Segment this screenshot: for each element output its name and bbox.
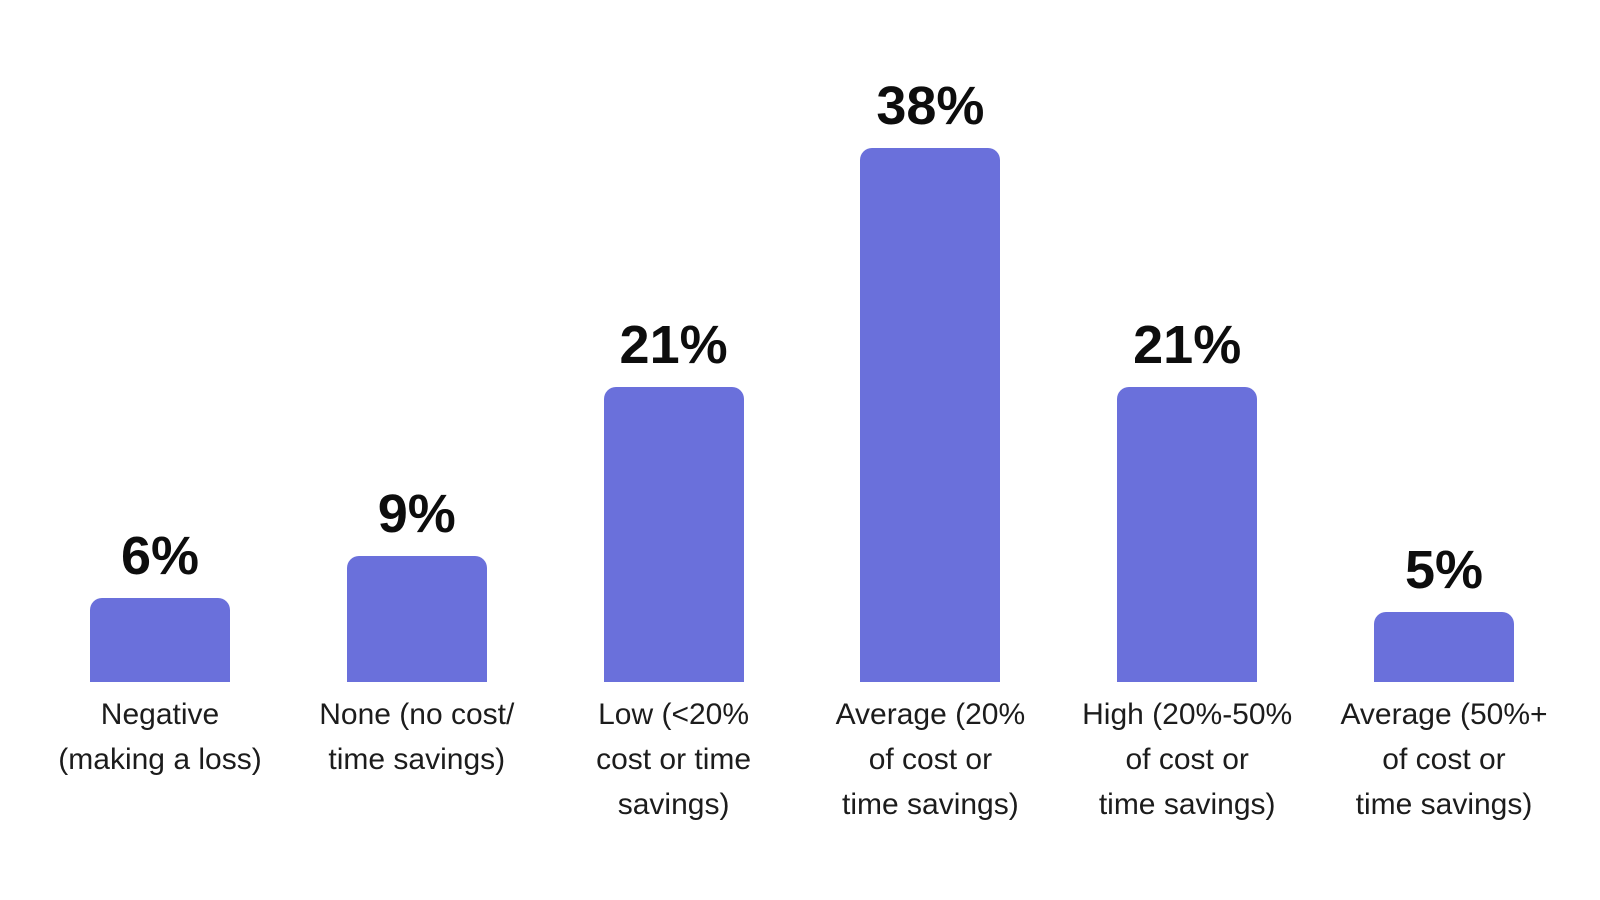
bar: [1373, 612, 1514, 682]
bar-stack: 21%: [1117, 0, 1258, 682]
bar-value-label: 6%: [120, 526, 200, 586]
bar-value-label: 21%: [619, 315, 728, 375]
bar-stack: 6%: [90, 0, 230, 682]
bar-category-label: Negative (making a loss): [58, 698, 262, 776]
bar-value-label: 5%: [1404, 540, 1483, 600]
bar: [860, 148, 1001, 682]
bar-column-1: 6% Negative (making a loss): [34, 0, 286, 900]
bar-column-4: 38% Average (20% of cost or time savings): [804, 0, 1056, 900]
bar-stack: 21%: [603, 0, 744, 682]
bar-category-label: None (no cost/ time savings): [319, 698, 515, 776]
bar: [90, 598, 230, 682]
bar-stack: 9%: [346, 0, 487, 682]
bar-column-5: 21% High (20%-50% of cost or time savings…: [1061, 0, 1313, 900]
bar-column-3: 21% Low (<20% cost or time savings): [548, 0, 800, 900]
bar-category-label: High (20%-50% of cost or time savings): [1082, 698, 1293, 821]
bar-column-2: 9% None (no cost/ time savings): [291, 0, 543, 900]
bar-chart-plot-area: 6% Negative (making a loss) 9% None (no cos…: [34, 0, 1570, 900]
bar: [346, 556, 487, 682]
bar-stack: 38%: [860, 0, 1001, 682]
bar-category-label: Low (<20% cost or time savings): [596, 698, 752, 821]
bar-column-6: 5% Average (50%+ of cost or time savings): [1318, 0, 1570, 900]
bar-value-label: 9%: [377, 484, 456, 544]
bar: [603, 387, 744, 682]
bar-category-label: Average (50%+ of cost or time savings): [1340, 698, 1548, 821]
bar-stack: 5%: [1373, 0, 1514, 682]
bar-category-label: Average (20% of cost or time savings): [835, 698, 1026, 821]
bar-value-label: 21%: [1133, 315, 1242, 375]
bar-value-label: 38%: [876, 76, 985, 136]
bar: [1117, 387, 1258, 682]
